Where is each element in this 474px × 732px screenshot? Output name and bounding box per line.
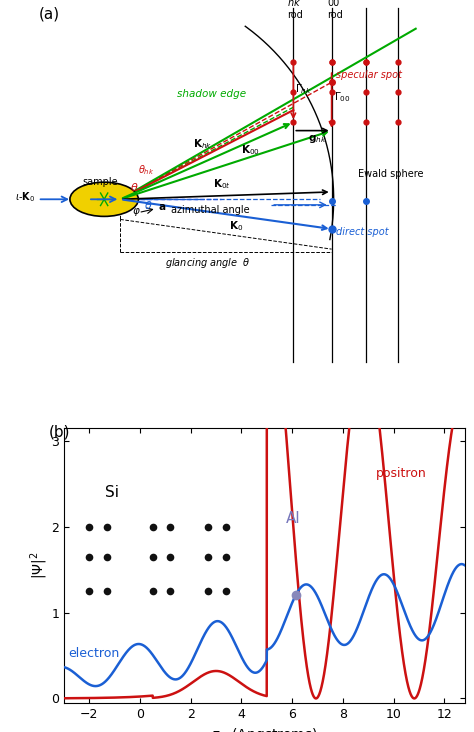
Text: sample: sample xyxy=(82,177,118,187)
Text: electron: electron xyxy=(68,647,119,660)
Text: $\iota$-$\mathbf{K}_0$: $\iota$-$\mathbf{K}_0$ xyxy=(15,190,36,204)
Text: (b): (b) xyxy=(49,425,70,440)
Text: direct spot: direct spot xyxy=(336,227,388,237)
Text: $hk$: $hk$ xyxy=(287,0,301,8)
X-axis label: $z_r$  (Angstroms): $z_r$ (Angstroms) xyxy=(211,726,318,732)
Text: rod: rod xyxy=(287,10,303,20)
Text: (a): (a) xyxy=(39,6,60,21)
Text: $\Gamma_{hk}$: $\Gamma_{hk}$ xyxy=(295,82,312,96)
Text: $\theta$: $\theta$ xyxy=(130,182,139,193)
Ellipse shape xyxy=(70,182,138,217)
Text: $\mathbf{a}$: $\mathbf{a}$ xyxy=(158,202,167,212)
Text: $\mathbf{g}_{hk}$: $\mathbf{g}_{hk}$ xyxy=(309,132,327,145)
Text: 00: 00 xyxy=(328,0,340,8)
Text: $\mathbf{K}_{hk}$: $\mathbf{K}_{hk}$ xyxy=(193,137,212,151)
Y-axis label: $|\Psi|^2$: $|\Psi|^2$ xyxy=(28,552,50,579)
Text: Al: Al xyxy=(286,511,301,526)
Text: azimuthal angle: azimuthal angle xyxy=(171,204,249,214)
Text: $\mathbf{K}_0$: $\mathbf{K}_0$ xyxy=(229,220,243,234)
Text: $\mathbf{K}_{00}$: $\mathbf{K}_{00}$ xyxy=(241,143,260,157)
Text: shadow edge: shadow edge xyxy=(177,89,246,99)
Text: $\mathbf{K}_{0t}$: $\mathbf{K}_{0t}$ xyxy=(213,177,231,191)
Text: positron: positron xyxy=(376,467,427,480)
Text: glancing angle  $\theta$: glancing angle $\theta$ xyxy=(164,255,250,269)
Text: $\Gamma_{00}$: $\Gamma_{00}$ xyxy=(334,91,350,104)
Text: $\theta$: $\theta$ xyxy=(145,199,153,212)
Text: rod: rod xyxy=(328,10,343,20)
Text: Ewald sphere: Ewald sphere xyxy=(358,169,423,179)
Text: $\theta_{hk}$: $\theta_{hk}$ xyxy=(138,163,155,177)
Text: specular spot: specular spot xyxy=(336,70,401,81)
Text: $\varphi$: $\varphi$ xyxy=(132,206,141,218)
Text: Si: Si xyxy=(105,485,118,500)
